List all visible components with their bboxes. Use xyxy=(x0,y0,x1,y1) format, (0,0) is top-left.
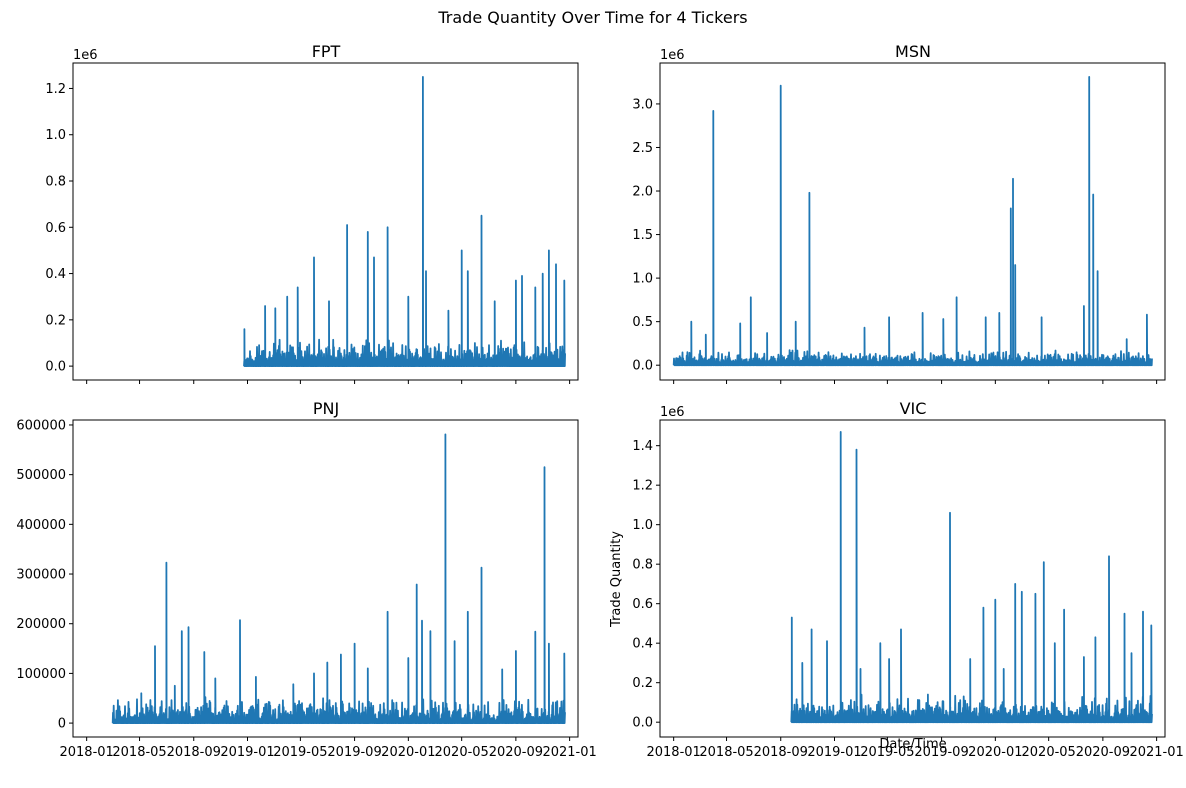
y-tick-label: 300000 xyxy=(16,568,66,583)
y-tick-label: 0.2 xyxy=(632,676,653,691)
y-tick-label: 200000 xyxy=(16,617,66,632)
axes-frame xyxy=(659,62,1166,381)
y-tick-label: 0.0 xyxy=(632,359,653,374)
y-tick-label: 1.2 xyxy=(632,479,653,494)
y-tick-label: 2.0 xyxy=(632,185,653,200)
series-line xyxy=(111,433,566,724)
y-tick-label: 1.4 xyxy=(632,439,653,454)
subplot-title: FPT xyxy=(312,42,341,61)
x-tick-label: 2018-09 xyxy=(167,745,221,760)
x-tick-label: 2019-01 xyxy=(220,745,274,760)
x-tick-label: 2020-09 xyxy=(489,745,543,760)
subplot-msn: MSN 1e6 0.0 0.5 1.0 1.5 2.0 2.5 3.0 xyxy=(632,42,1166,384)
subplot-pnj: PNJ 0 100000 200000 300000 400000 500000 60000… xyxy=(16,399,596,760)
y-tick-label: 0.8 xyxy=(632,558,653,573)
y-tick-label: 0.6 xyxy=(45,221,66,236)
x-tick-label: 2019-09 xyxy=(914,745,968,760)
y-tick-label: 2.5 xyxy=(632,141,653,156)
y-tick-label: 0.5 xyxy=(632,315,653,330)
x-tick-label: 2019-09 xyxy=(327,745,381,760)
x-tick-label: 2018-01 xyxy=(59,745,113,760)
y-tick-label: 3.0 xyxy=(632,97,653,112)
x-tick-label: 2020-05 xyxy=(1022,745,1076,760)
subplot-title: PNJ xyxy=(313,399,339,418)
series-line xyxy=(243,76,566,367)
y-tick-label: 0.8 xyxy=(45,175,66,190)
x-tick-label: 2018-09 xyxy=(754,745,808,760)
y-tick-label: 1.0 xyxy=(632,272,653,287)
x-tick-label: 2020-05 xyxy=(435,745,489,760)
subplot-vic: VIC 1e6 Date/Time Trade Quantity 0.0 0.2 0… xyxy=(609,399,1184,760)
y-tick-label: 0 xyxy=(58,717,66,732)
offset-label: 1e6 xyxy=(660,48,685,63)
y-tick-label: 0.2 xyxy=(45,313,66,328)
subplot-title: MSN xyxy=(895,42,931,61)
x-tick-label: 2020-01 xyxy=(968,745,1022,760)
x-tick-label: 2019-05 xyxy=(860,745,914,760)
series-line xyxy=(790,431,1153,724)
y-tick-label: 0.4 xyxy=(632,637,653,652)
x-tick-label: 2018-01 xyxy=(646,745,700,760)
x-tick-label: 2018-05 xyxy=(699,745,753,760)
x-tick-label: 2021-01 xyxy=(542,745,596,760)
y-tick-label: 0.6 xyxy=(632,597,653,612)
axes-frame xyxy=(659,419,1166,738)
axes-frame xyxy=(72,419,579,738)
series-line xyxy=(672,76,1153,367)
subplot-fpt: FPT 1e6 0.0 0.2 0.4 0.6 0.8 1.0 1.2 xyxy=(45,42,579,384)
y-tick-label: 400000 xyxy=(16,518,66,533)
x-tick-label: 2020-09 xyxy=(1076,745,1130,760)
y-tick-label: 100000 xyxy=(16,667,66,682)
y-tick-label: 1.0 xyxy=(632,518,653,533)
x-tick-label: 2021-01 xyxy=(1129,745,1183,760)
y-tick-label: 1.0 xyxy=(45,128,66,143)
x-tick-label: 2019-05 xyxy=(273,745,327,760)
axes-frame xyxy=(72,62,579,381)
y-tick-label: 0.0 xyxy=(632,716,653,731)
y-tick-label: 600000 xyxy=(16,418,66,433)
offset-label: 1e6 xyxy=(660,405,685,420)
y-tick-label: 0.4 xyxy=(45,267,66,282)
y-tick-label: 1.5 xyxy=(632,228,653,243)
y-axis-label: Trade Quantity xyxy=(609,531,624,628)
y-tick-label: 500000 xyxy=(16,468,66,483)
offset-label: 1e6 xyxy=(73,48,98,63)
x-axis-label: Date/Time xyxy=(879,737,946,752)
x-tick-label: 2018-05 xyxy=(112,745,166,760)
x-tick-label: 2020-01 xyxy=(381,745,435,760)
x-tick-label: 2019-01 xyxy=(807,745,861,760)
figure-title: Trade Quantity Over Time for 4 Tickers xyxy=(437,8,747,27)
subplot-title: VIC xyxy=(900,399,927,418)
y-tick-label: 1.2 xyxy=(45,82,66,97)
y-tick-label: 0.0 xyxy=(45,360,66,375)
